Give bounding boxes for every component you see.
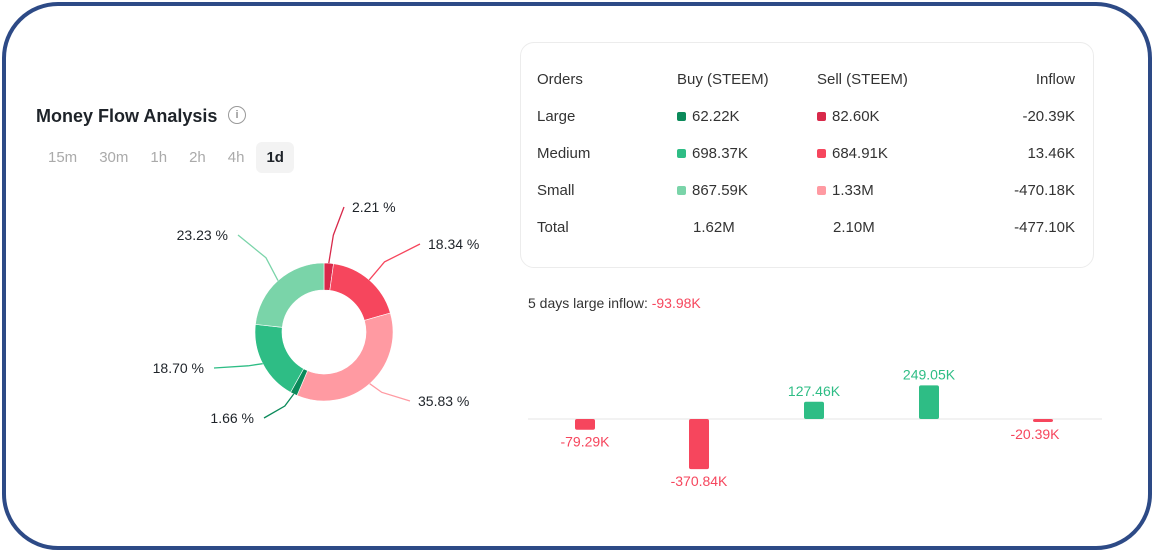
table-row: Large 62.22K 82.60K -20.39K xyxy=(537,98,1075,135)
leader-line xyxy=(328,206,345,264)
orders-table: Orders Buy (STEEM) Sell (STEEM) Inflow Large… xyxy=(537,61,1075,246)
buy-value: 867.59K xyxy=(692,182,748,199)
leader-line xyxy=(237,234,279,281)
cell-buy: 1.62M xyxy=(677,219,817,236)
cell-sell: 684.91K xyxy=(817,145,957,162)
column-header: Inflow xyxy=(1035,71,1075,88)
inflow-value: 13.46K xyxy=(1027,145,1075,162)
table-row: Medium 698.37K 684.91K 13.46K xyxy=(537,135,1075,172)
slice-label: 23.23 % xyxy=(177,227,228,243)
tab-1d[interactable]: 1d xyxy=(256,142,294,173)
tab-30m[interactable]: 30m xyxy=(99,149,129,166)
inflow-value: -477.10K xyxy=(1014,219,1075,236)
column-header: Orders xyxy=(537,71,583,88)
inflow-value: -470.18K xyxy=(1014,182,1075,199)
slice-label: 2.21 % xyxy=(352,199,396,215)
inflow-value: -20.39K xyxy=(1022,108,1075,125)
label-value: Large xyxy=(537,108,576,125)
donut-slice[interactable] xyxy=(296,312,394,402)
five-day-value: -93.98K xyxy=(651,295,701,311)
buy-value: 62.22K xyxy=(692,108,740,125)
five-day-inflow: 5 days large inflow: -93.98K xyxy=(528,295,701,311)
sell-value: 2.10M xyxy=(833,219,875,236)
legend-swatch xyxy=(677,149,686,158)
slice-label: 35.83 % xyxy=(418,393,469,409)
info-icon[interactable]: i xyxy=(228,106,246,124)
cell-sell: 1.33M xyxy=(817,182,957,199)
leader-line xyxy=(369,383,411,402)
cell-inflow: 13.46K xyxy=(957,145,1075,162)
table-header: Orders Buy (STEEM) Sell (STEEM) Inflow xyxy=(537,61,1075,98)
tab-2h[interactable]: 2h xyxy=(189,149,206,166)
cell-sell: 82.60K xyxy=(817,108,957,125)
legend-swatch xyxy=(677,112,686,121)
leader-line xyxy=(263,393,295,419)
sell-value: 1.33M xyxy=(832,182,874,199)
buy-value: 698.37K xyxy=(692,145,748,162)
donut-slice[interactable] xyxy=(254,324,305,393)
cell-label: Total xyxy=(537,219,677,236)
timeframe-tabs: 15m 30m 1h 2h 4h 1d xyxy=(38,142,296,173)
cell-buy: 698.37K xyxy=(677,145,817,162)
cell-label: Medium xyxy=(537,145,677,162)
legend-swatch xyxy=(817,149,826,158)
five-day-label: 5 days large inflow: xyxy=(528,295,648,311)
legend-swatch xyxy=(817,112,826,121)
sell-value: 82.60K xyxy=(832,108,880,125)
legend-swatch xyxy=(817,186,826,195)
cell-inflow: -477.10K xyxy=(957,219,1075,236)
leader-line xyxy=(368,243,421,281)
table-row: Small 867.59K 1.33M -470.18K xyxy=(537,172,1075,209)
cell-inflow: -20.39K xyxy=(957,108,1075,125)
slice-label: 18.34 % xyxy=(428,236,479,252)
orders-card: Orders Buy (STEEM) Sell (STEEM) Inflow Large… xyxy=(520,42,1094,268)
donut-slice[interactable] xyxy=(255,262,325,328)
cell-label: Large xyxy=(537,108,677,125)
sell-value: 684.91K xyxy=(832,145,888,162)
slice-label: 18.70 % xyxy=(153,360,204,376)
tab-15m[interactable]: 15m xyxy=(48,149,78,166)
cell-inflow: -470.18K xyxy=(957,182,1075,199)
donut-slice[interactable] xyxy=(329,263,391,321)
column-header: Sell (STEEM) xyxy=(817,71,908,88)
column-header: Buy (STEEM) xyxy=(677,71,769,88)
label-value: Small xyxy=(537,182,575,199)
label-value: Total xyxy=(537,219,569,236)
cell-sell: 2.10M xyxy=(817,219,957,236)
tab-1h[interactable]: 1h xyxy=(150,149,168,166)
donut-chart: 2.21 % 18.34 % 35.83 % 1.66 % 18.70 % 23.23 % xyxy=(153,199,480,426)
cell-buy: 867.59K xyxy=(677,182,817,199)
tab-4h[interactable]: 4h xyxy=(227,149,245,166)
page-title: Money Flow Analysis xyxy=(36,106,218,126)
cell-buy: 62.22K xyxy=(677,108,817,125)
table-row: Total 1.62M 2.10M -477.10K xyxy=(537,209,1075,246)
buy-value: 1.62M xyxy=(693,219,735,236)
slice-label: 1.66 % xyxy=(210,410,254,426)
cell-label: Small xyxy=(537,182,677,199)
label-value: Medium xyxy=(537,145,591,162)
leader-line xyxy=(213,363,263,369)
legend-swatch xyxy=(677,186,686,195)
